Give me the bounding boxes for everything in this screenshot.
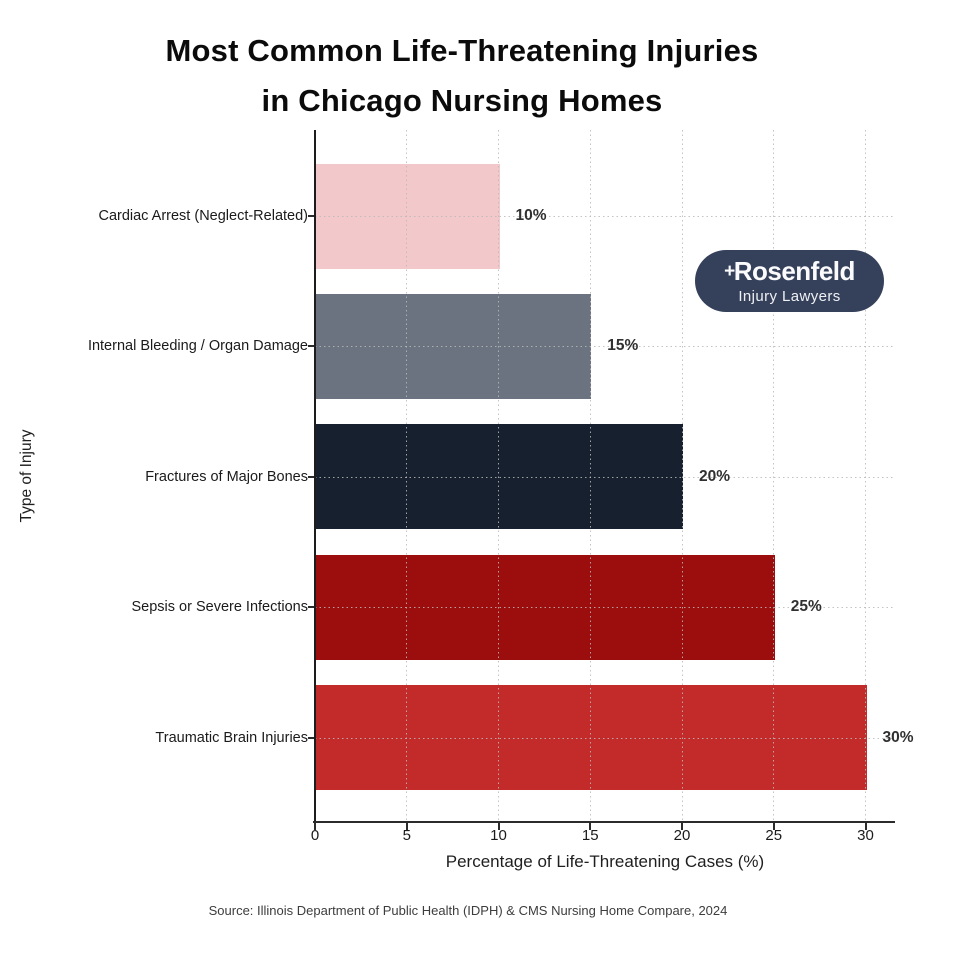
y-tick-mark (308, 345, 315, 348)
y-gridline (315, 476, 895, 478)
value-label: 10% (515, 207, 547, 224)
x-tick-label: 0 (310, 827, 320, 844)
x-tick-label: 5 (402, 827, 411, 844)
y-axis-title: Type of Injury (18, 429, 35, 523)
category-label: Traumatic Brain Injuries (155, 729, 308, 746)
category-label: Sepsis or Severe Infections (131, 599, 308, 616)
category-label: Internal Bleeding / Organ Damage (87, 338, 308, 355)
logo-tagline: Injury Lawyers (738, 287, 841, 305)
x-axis-title: Percentage of Life-Threatening Cases (%) (445, 852, 765, 871)
x-tick-mark (314, 823, 316, 830)
y-tick-mark (308, 475, 315, 478)
value-label: 20% (699, 467, 731, 485)
x-axis-line (313, 821, 895, 823)
y-gridline (315, 607, 895, 609)
logo-name: Rosenfeld (733, 255, 856, 286)
x-tick-mark (589, 823, 592, 830)
x-gridline (589, 130, 591, 821)
x-tick-label: 10 (490, 827, 507, 844)
y-tick-mark (308, 736, 315, 739)
x-gridline (865, 130, 866, 821)
chart-title-line2: in Chicago Nursing Homes (261, 83, 663, 118)
x-tick-mark (497, 823, 500, 830)
x-tick-mark (405, 823, 408, 830)
x-tick-mark (772, 823, 775, 830)
x-gridline (681, 130, 683, 821)
x-tick-label: 25 (765, 827, 783, 844)
source-attribution: Source: Illinois Department of Public He… (208, 903, 728, 918)
y-axis-line (314, 130, 316, 823)
x-gridline (498, 130, 499, 821)
category-label: Cardiac Arrest (Neglect-Related) (98, 208, 308, 224)
x-tick-label: 30 (857, 827, 874, 844)
y-tick-mark (308, 606, 315, 609)
x-gridline (773, 130, 775, 821)
x-gridline (406, 130, 408, 821)
x-tick-mark (864, 823, 867, 830)
y-tick-mark (308, 215, 315, 217)
y-gridline (315, 216, 895, 217)
y-gridline (315, 737, 895, 739)
plus-icon: + (724, 260, 735, 282)
chart-title-line1: Most Common Life-Threatening Injuries (165, 33, 759, 68)
x-tick-label: 15 (581, 827, 599, 844)
value-label: 25% (790, 598, 822, 616)
rosenfeld-injury-lawyers-logo: +Rosenfeld Injury Lawyers (695, 250, 884, 312)
logo-wordmark: +Rosenfeld (724, 255, 856, 288)
value-label: 30% (882, 728, 914, 746)
chart-title: Most Common Life-Threatening Injuries in… (0, 26, 924, 126)
value-label: 15% (607, 337, 639, 355)
x-tick-mark (681, 823, 683, 830)
category-label: Fractures of Major Bones (145, 468, 308, 485)
x-tick-label: 20 (673, 827, 691, 844)
y-gridline (315, 346, 895, 348)
